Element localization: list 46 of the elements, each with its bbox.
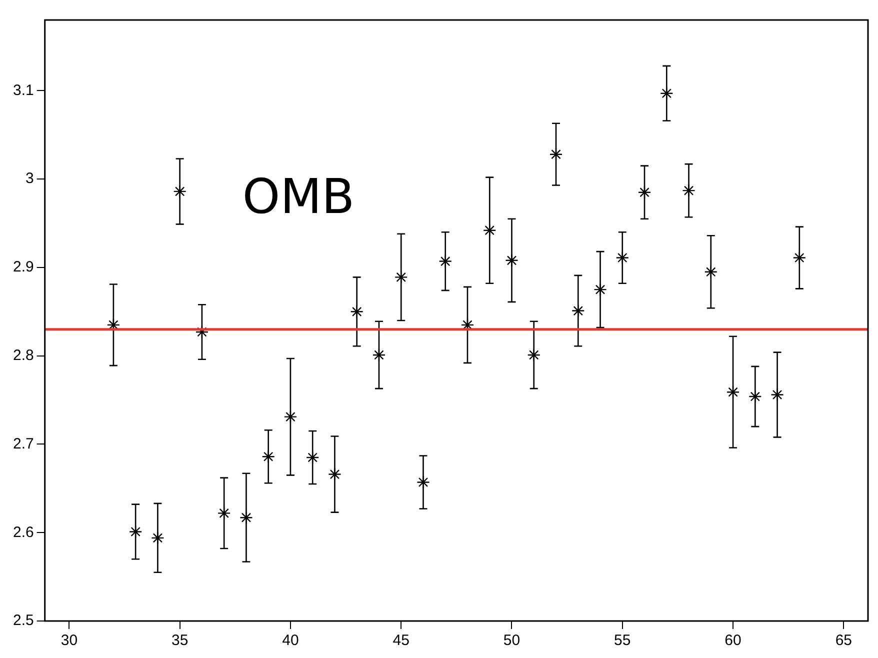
point — [128, 525, 142, 538]
y-tick-label: 2.9 — [12, 258, 34, 276]
point — [748, 390, 762, 404]
y-tick-label: 2.8 — [12, 346, 34, 364]
point — [726, 385, 740, 399]
x-tick-label: 30 — [60, 632, 78, 650]
point — [682, 184, 696, 198]
point — [240, 510, 253, 524]
point — [660, 86, 674, 100]
point — [306, 450, 320, 464]
point — [195, 325, 209, 339]
y-tick-label: 2.5 — [12, 612, 34, 630]
point — [416, 476, 430, 489]
y-tick-label: 2.6 — [12, 524, 34, 541]
point — [262, 450, 275, 464]
point — [572, 304, 585, 318]
point — [616, 251, 629, 264]
x-tick-label: 35 — [171, 632, 188, 650]
point — [549, 148, 563, 161]
annotation: OMB — [242, 168, 355, 225]
y-tick-label: 2.7 — [12, 435, 34, 452]
y-tick-label: 3 — [26, 170, 34, 188]
x-tick-label: 65 — [835, 632, 852, 650]
x-tick-label: 60 — [724, 632, 742, 650]
point — [284, 410, 298, 424]
point — [527, 348, 540, 362]
x-tick-label: 40 — [282, 632, 299, 650]
x-tick-label: 55 — [614, 632, 631, 650]
point — [394, 270, 408, 284]
point — [770, 388, 784, 402]
point — [483, 224, 496, 237]
point — [594, 282, 607, 296]
x-tick-label: 45 — [392, 632, 410, 650]
point — [438, 254, 452, 268]
y-tick-label: 3.1 — [12, 82, 34, 99]
point — [638, 186, 652, 199]
point — [704, 265, 718, 278]
point — [151, 531, 164, 545]
point — [505, 254, 518, 267]
x-tick-label: 50 — [503, 632, 520, 650]
point — [173, 184, 186, 198]
point — [792, 251, 806, 264]
point — [328, 468, 342, 481]
point — [372, 348, 386, 362]
point — [217, 506, 231, 520]
point — [350, 305, 364, 318]
